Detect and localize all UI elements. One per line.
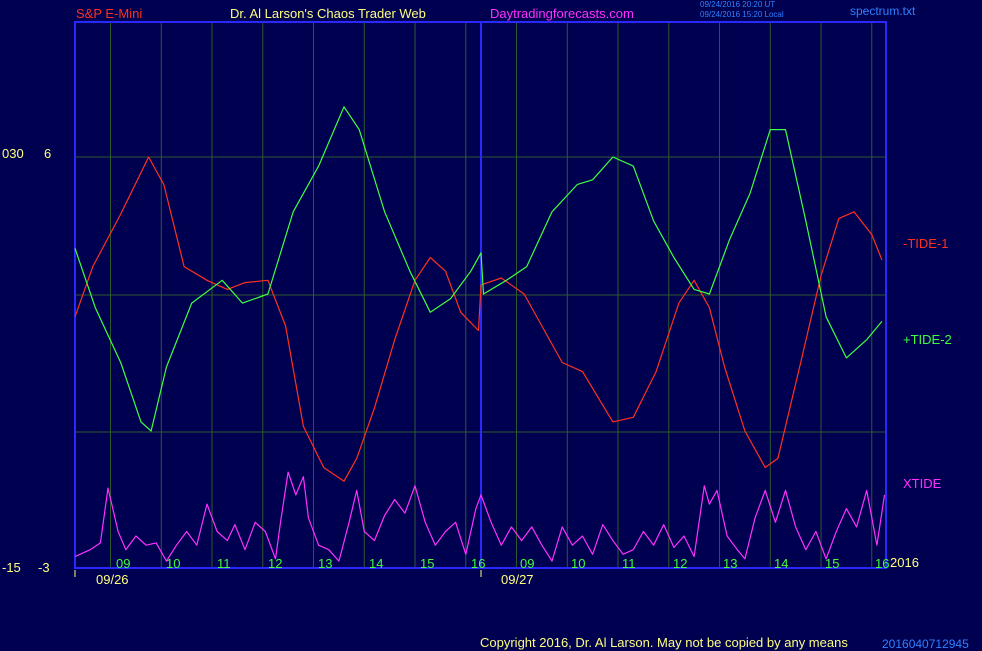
instrument-title: S&P E-Mini — [76, 6, 143, 21]
left-label-top-a: 030 — [2, 146, 24, 161]
hour-label: 15 — [825, 556, 840, 571]
hour-label: 09 — [520, 556, 535, 571]
hour-label: 13 — [318, 556, 333, 571]
hour-label: 09 — [116, 556, 131, 571]
date-ticks — [74, 570, 482, 577]
hour-label: 15 — [420, 556, 435, 571]
footer-code: 2016040712945 — [882, 637, 969, 651]
year-label: 2016 — [890, 555, 919, 570]
hour-label: 14 — [774, 556, 789, 571]
left-label-bottom-a: -15 — [2, 560, 21, 575]
hour-label: 12 — [673, 556, 688, 571]
hour-label: 10 — [571, 556, 586, 571]
hour-label: 13 — [723, 556, 738, 571]
left-label-bottom-b: -3 — [38, 560, 50, 575]
series-line-tide-1 — [74, 156, 883, 482]
legend-xtide: XTIDE — [903, 476, 942, 491]
hour-label: 10 — [166, 556, 181, 571]
site-url[interactable]: Daytradingforecasts.com — [490, 6, 634, 21]
date-label-session-2: 09/27 — [501, 572, 534, 587]
hour-label: 16 — [875, 556, 890, 571]
hour-label: 11 — [622, 556, 636, 571]
left-label-top-b: 6 — [44, 146, 52, 161]
series-layer — [74, 106, 886, 562]
series-line-xtide — [74, 471, 886, 562]
date-label-session-1: 09/26 — [96, 572, 129, 587]
legend-tide-2: +TIDE-2 — [903, 332, 952, 347]
copyright-text: Copyright 2016, Dr. Al Larson. May not b… — [480, 635, 848, 650]
timestamp-ut: 09/24/2016 20:20 UT — [700, 0, 776, 9]
series-line-tide-2 — [74, 106, 883, 432]
filename-label: spectrum.txt — [850, 4, 916, 18]
site-title: Dr. Al Larson's Chaos Trader Web — [230, 6, 426, 21]
hour-label: 11 — [217, 556, 231, 571]
timestamp-local: 09/24/2016 15:20 Local — [700, 10, 784, 19]
hour-label: 12 — [268, 556, 283, 571]
hour-label: 14 — [369, 556, 384, 571]
hour-label: 16 — [471, 556, 486, 571]
legend-tide-1: -TIDE-1 — [903, 236, 949, 251]
